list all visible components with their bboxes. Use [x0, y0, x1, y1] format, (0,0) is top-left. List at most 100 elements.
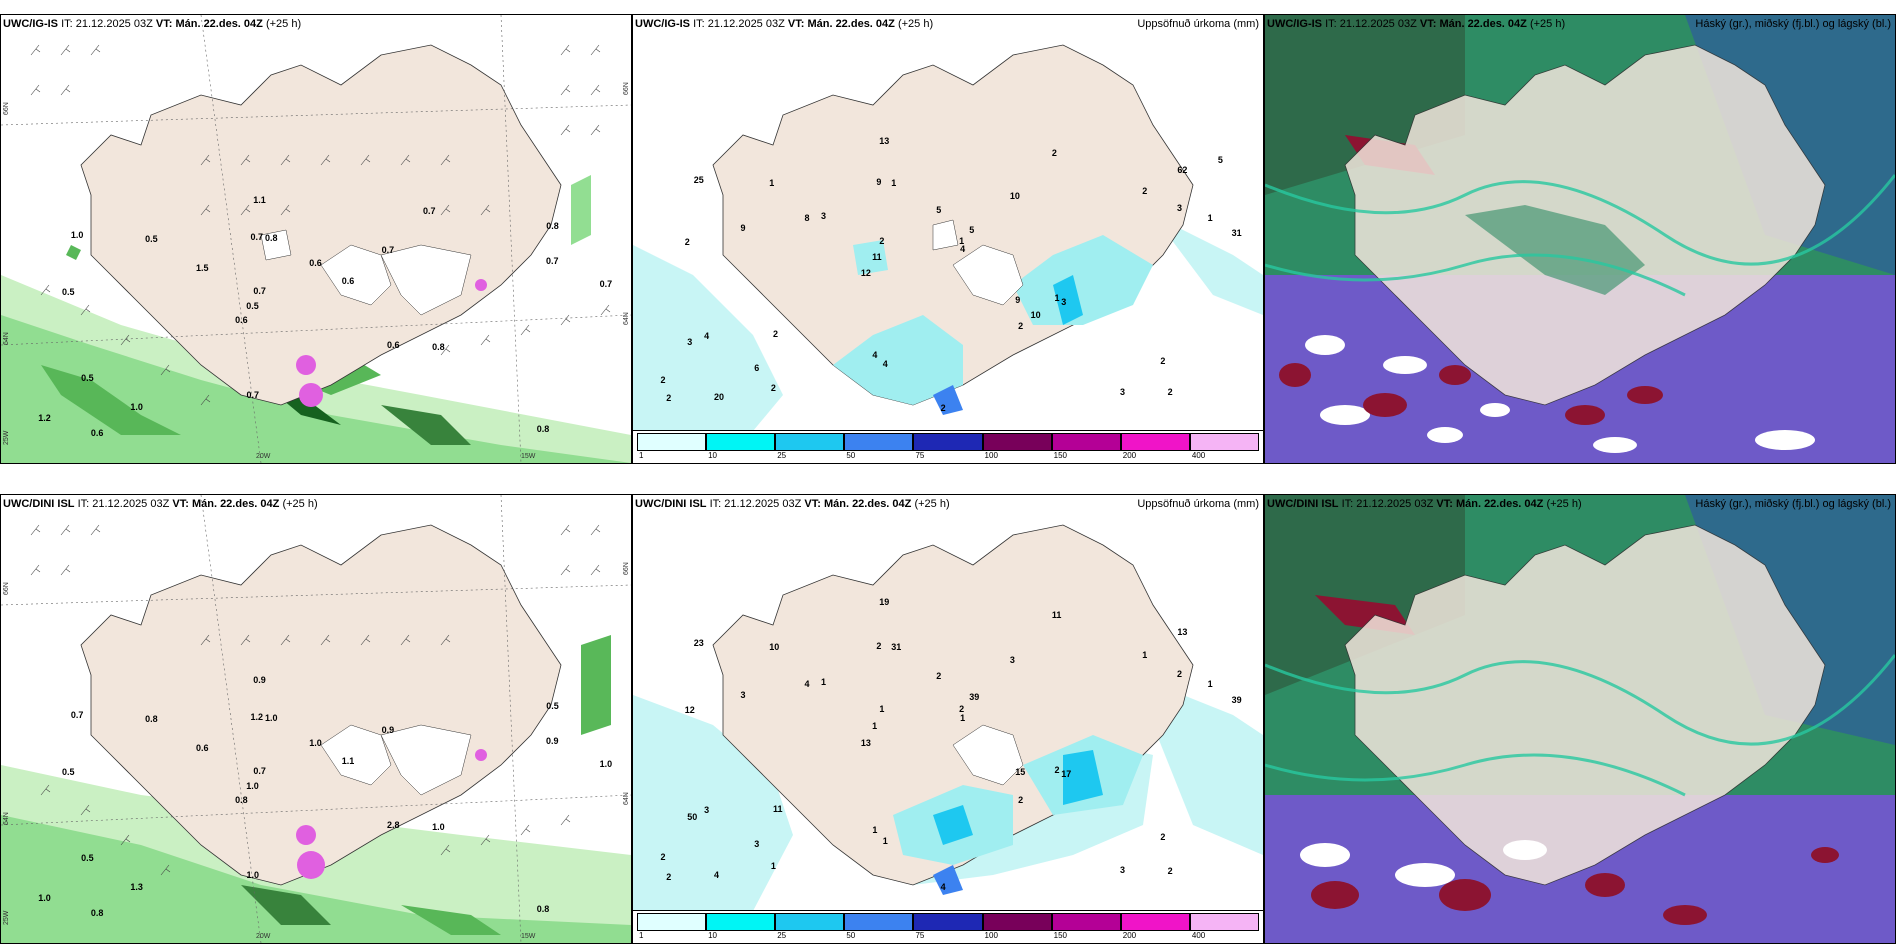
value-label: 0.7 — [253, 766, 266, 777]
value-label: 4 — [960, 244, 966, 255]
value-label: 13 — [879, 136, 890, 147]
lon-label: 15W — [521, 933, 536, 940]
value-label: 0.5 — [81, 372, 94, 383]
value-label: 1.0 — [130, 401, 143, 412]
legend-swatch — [913, 913, 983, 931]
value-label: 1 — [769, 178, 775, 189]
value-label: 0.9 — [381, 725, 395, 735]
value-label: 0.9 — [546, 736, 559, 747]
value-label: 0.8 — [536, 424, 550, 435]
value-label: 9 — [740, 222, 746, 233]
legend-swatch — [706, 433, 776, 451]
value-label: 0.6 — [195, 743, 209, 753]
legend-tick: 1 — [639, 931, 644, 940]
precip-title: Uppsöfnuð úrkoma (mm) — [1137, 498, 1259, 510]
value-label: 1 — [882, 835, 888, 846]
legend-tick: 200 — [1122, 931, 1137, 940]
value-label: 12 — [860, 267, 871, 278]
value-label: 2 — [773, 329, 779, 340]
lat-label: 64N — [623, 792, 630, 805]
legend-swatch — [637, 433, 707, 451]
panel-header: UWC/DINI ISL IT: 21.12.2025 03Z VT: Mán.… — [1267, 498, 1582, 510]
value-label: 9 — [876, 177, 882, 188]
wind-map-panel-bottom: UWC/DINI ISL IT: 21.12.2025 03Z VT: Mán.… — [0, 494, 632, 944]
value-label: 1 — [959, 236, 965, 247]
value-label: 2 — [1018, 794, 1024, 805]
value-label: 20 — [714, 391, 725, 402]
legend-swatch — [982, 433, 1052, 451]
value-label: 1 — [960, 712, 966, 723]
lon-label: 15W — [521, 453, 536, 460]
wind-map-top — [1, 15, 631, 463]
value-label: 0.7 — [422, 206, 436, 217]
value-label: 0.7 — [546, 256, 559, 267]
value-label: 2 — [660, 374, 666, 385]
value-label: 3 — [687, 336, 693, 347]
legend-tick: 100 — [984, 451, 998, 460]
lat-label: 66N — [623, 82, 630, 95]
value-label: 0.8 — [432, 341, 445, 352]
value-label: 39 — [969, 692, 980, 703]
value-label: 3 — [1177, 203, 1183, 214]
cloud-title: Háský (gr.), miðský (fj.bl.) og lágský (… — [1695, 18, 1891, 30]
legend-tick: 10 — [708, 931, 718, 940]
legend-swatch — [775, 913, 845, 931]
value-label: 3 — [1061, 296, 1067, 307]
panel-header: UWC/DINI ISL IT: 21.12.2025 03Z VT: Mán.… — [635, 498, 950, 510]
value-label: 1.0 — [70, 230, 84, 241]
value-label: 0.8 — [536, 904, 550, 915]
lon-label: 20W — [256, 933, 271, 940]
value-label: 2.8 — [386, 820, 400, 831]
value-label: 15 — [1015, 767, 1026, 778]
legend-tick: 150 — [1053, 451, 1068, 460]
legend-swatch — [637, 913, 707, 931]
value-label: 0.8 — [90, 908, 104, 919]
value-label: 3 — [1009, 655, 1015, 666]
value-label: 25 — [693, 174, 704, 185]
value-label: 0.6 — [386, 340, 400, 351]
value-label: 0.6 — [235, 315, 248, 326]
cloud-map-bottom — [1265, 495, 1895, 943]
value-label: 0.7 — [253, 286, 266, 297]
value-label: 3 — [704, 805, 710, 816]
legend-tick: 25 — [777, 931, 787, 940]
value-label: 10 — [1009, 190, 1020, 201]
value-label: 1 — [821, 676, 827, 687]
value-label: 2 — [666, 871, 672, 882]
precip-title: Uppsöfnuð úrkoma (mm) — [1137, 18, 1259, 30]
value-label: 10 — [769, 641, 780, 652]
value-label: 2 — [684, 237, 690, 248]
value-label: 2 — [940, 402, 946, 413]
value-label: 0.5 — [81, 852, 94, 863]
legend-tick: 75 — [915, 931, 925, 940]
legend-swatch — [913, 433, 983, 451]
value-label: 0.7 — [599, 279, 613, 290]
value-label: 13 — [860, 737, 871, 748]
value-label: 2 — [1142, 186, 1148, 197]
legend-tick: 75 — [915, 451, 925, 460]
value-label: 0.7 — [381, 245, 395, 255]
value-label: 39 — [1231, 695, 1242, 706]
value-label: 2 — [1160, 355, 1166, 366]
lon-label: 25W — [3, 910, 10, 925]
lon-label: 25W — [3, 430, 10, 445]
value-label: 1.0 — [246, 869, 260, 880]
value-label: 4 — [804, 678, 810, 689]
iceland-landmass — [80, 44, 562, 406]
value-label: 1.5 — [195, 263, 209, 273]
value-label: 11 — [872, 252, 882, 263]
value-label: 17 — [1061, 768, 1072, 779]
value-label: 50 — [687, 811, 698, 822]
cloud-title: Háský (gr.), miðský (fj.bl.) og lágský (… — [1695, 498, 1891, 510]
value-label: 1.0 — [432, 821, 445, 832]
legend-swatch — [982, 913, 1052, 931]
value-label: 3 — [821, 210, 827, 221]
value-label: 2 — [1177, 668, 1183, 679]
value-label: 5 — [936, 204, 942, 215]
iceland-landmass — [1344, 524, 1826, 886]
cloud-map-top — [1265, 15, 1895, 463]
value-label: 4 — [940, 882, 946, 893]
value-label: 1.0 — [309, 737, 322, 748]
lat-label: 66N — [3, 102, 10, 115]
value-label: 1.1 — [341, 756, 355, 767]
